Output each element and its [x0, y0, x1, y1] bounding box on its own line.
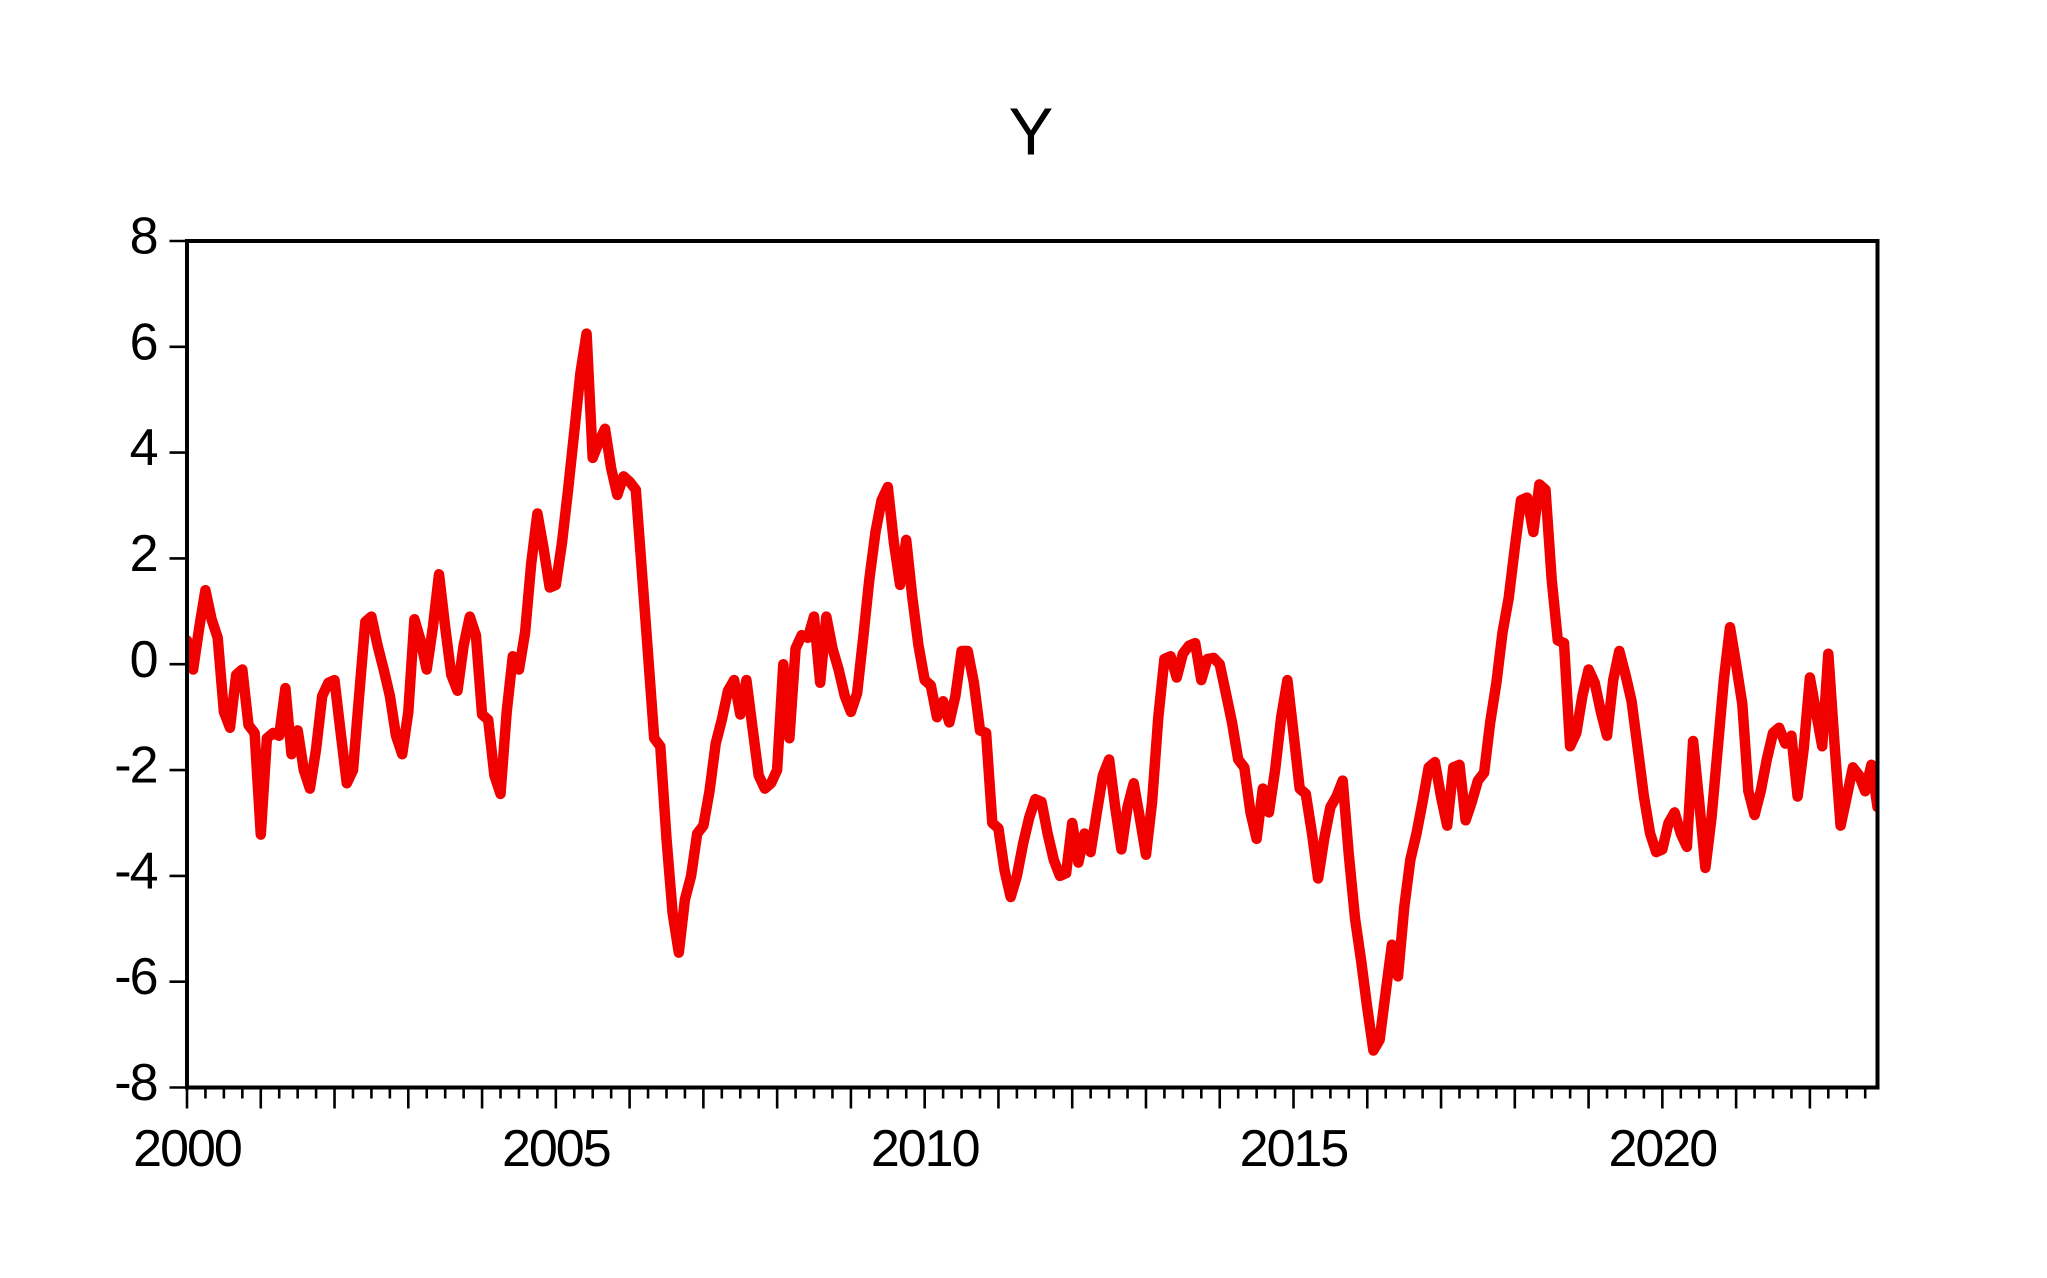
- svg-text:2005: 2005: [502, 1120, 610, 1178]
- svg-text:-2: -2: [114, 737, 156, 795]
- svg-text:-4: -4: [114, 842, 157, 900]
- svg-text:2020: 2020: [1608, 1120, 1716, 1178]
- svg-text:2: 2: [130, 525, 157, 583]
- svg-text:8: 8: [130, 208, 157, 266]
- svg-text:6: 6: [130, 313, 157, 371]
- svg-text:0: 0: [130, 631, 157, 689]
- svg-text:-8: -8: [114, 1054, 156, 1112]
- svg-text:-6: -6: [114, 948, 156, 1006]
- svg-text:Y: Y: [1009, 95, 1054, 170]
- svg-text:2000: 2000: [133, 1120, 241, 1178]
- svg-text:2010: 2010: [871, 1120, 979, 1178]
- svg-text:2015: 2015: [1240, 1120, 1348, 1178]
- svg-text:4: 4: [130, 419, 158, 477]
